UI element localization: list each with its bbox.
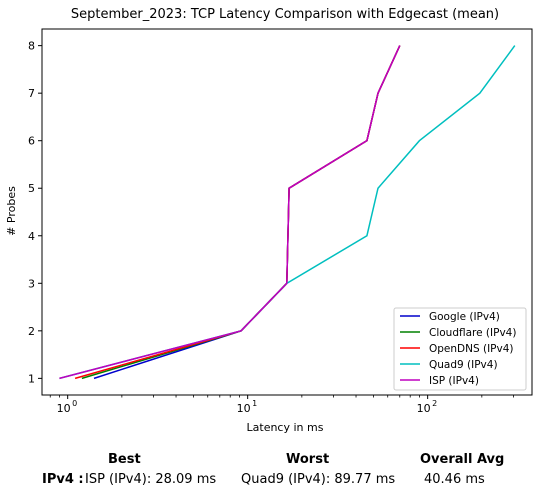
y-tick-label-2: 3: [28, 277, 35, 290]
legend: Google (IPv4) Cloudflare (IPv4) OpenDNS (I…: [393, 307, 527, 391]
y-axis-label: # Probes: [5, 186, 18, 236]
legend-box: [393, 307, 527, 391]
x-axis-label: Latency in ms: [247, 421, 324, 434]
x-tick-label-0: 10: [57, 402, 71, 415]
y-tick-label-1: 2: [28, 325, 35, 338]
x-tick-exponent-0: 0: [72, 399, 77, 408]
chart-title: September_2023: TCP Latency Comparison w…: [71, 7, 499, 22]
series-line-1: [81, 45, 401, 380]
best-header: Best: [108, 452, 141, 467]
y-tick-label-5: 6: [28, 135, 35, 148]
y-tick-label-6: 7: [28, 87, 35, 100]
latency-chart: September_2023: TCP Latency Comparison w…: [5, 7, 533, 434]
series-line-4: [59, 45, 401, 380]
x-tick-exponent-2: 2: [432, 399, 437, 408]
y-tick-label-0: 1: [28, 372, 35, 385]
x-tick-label-1: 10: [237, 402, 251, 415]
x-tick-label-2: 10: [417, 402, 431, 415]
series-layer: [59, 45, 516, 380]
legend-label-3: Quad9 (IPv4): [429, 359, 498, 371]
legend-label-4: ISP (IPv4): [429, 375, 479, 387]
worst-header: Worst: [286, 452, 330, 467]
legend-label-2: OpenDNS (IPv4): [429, 343, 514, 355]
worst-value: Quad9 (IPv4): 89.77 ms: [241, 472, 396, 487]
overall-avg-header: Overall Avg: [420, 452, 505, 467]
series-line-0: [93, 45, 401, 380]
plot-frame: [41, 28, 533, 396]
best-value: ISP (IPv4): 28.09 ms: [85, 472, 217, 487]
ipv4-label: IPv4 :: [42, 472, 84, 487]
overall-avg-value: 40.46 ms: [424, 472, 485, 487]
legend-label-0: Google (IPv4): [429, 311, 500, 323]
legend-label-1: Cloudflare (IPv4): [429, 327, 516, 339]
ipv4-row-label: IPv4 :: [42, 472, 84, 487]
x-axis: 10 0 10 1 10 2: [49, 395, 514, 415]
x-tick-exponent-1: 1: [252, 399, 257, 408]
y-axis: 1 2 3 4 5 6 7 8: [28, 40, 42, 385]
y-tick-label-7: 8: [28, 40, 35, 53]
series-line-2: [74, 45, 401, 380]
y-tick-label-4: 5: [28, 182, 35, 195]
y-tick-label-3: 4: [28, 230, 35, 243]
